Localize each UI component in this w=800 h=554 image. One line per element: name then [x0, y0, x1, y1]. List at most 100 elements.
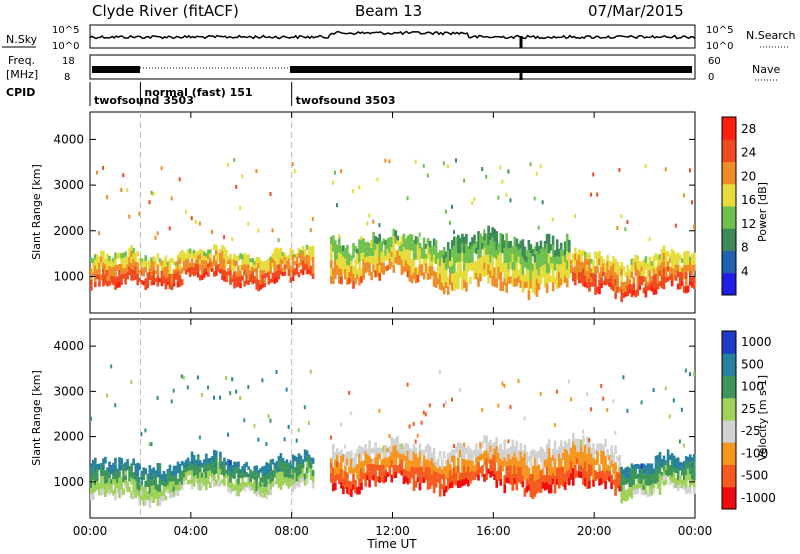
heatmap-cell: [418, 451, 422, 460]
heatmap-cell: [539, 258, 543, 267]
heatmap-cell: [356, 449, 359, 457]
heatmap-cell: [192, 476, 196, 482]
heatmap-cell: [194, 220, 197, 225]
heatmap-cell: [461, 458, 464, 466]
heatmap-cell: [307, 467, 311, 473]
heatmap-cell: [269, 278, 273, 283]
heatmap-cell: [442, 262, 446, 271]
heatmap-cell: [428, 453, 432, 461]
heatmap-cell: [432, 246, 436, 255]
heatmap-cell: [588, 252, 591, 259]
heatmap-cell: [630, 290, 634, 298]
heatmap-cell: [656, 475, 660, 482]
heatmap-cell: [287, 265, 291, 269]
heatmap-cell: [572, 450, 575, 460]
heatmap-cell: [428, 481, 432, 489]
heatmap-cell: [293, 472, 297, 479]
heatmap-cell: [620, 497, 624, 504]
heatmap-cell: [235, 389, 238, 394]
heatmap-cell: [267, 258, 271, 263]
heatmap-cell: [108, 270, 111, 276]
heatmap-cell: [255, 256, 259, 263]
heatmap-cell: [638, 285, 642, 290]
heatmap-cell: [378, 273, 382, 281]
heatmap-cell: [515, 278, 519, 286]
heatmap-cell: [118, 275, 121, 282]
heatmap-cell: [348, 265, 351, 272]
heatmap-cell: [451, 265, 454, 274]
heatmap-cell: [255, 481, 259, 487]
heatmap-cell: [213, 468, 216, 475]
heatmap-cell: [418, 467, 422, 475]
heatmap-cell: [691, 473, 694, 480]
heatmap-cell: [134, 261, 138, 267]
heatmap-cell: [682, 485, 686, 490]
heatmap-cell: [219, 480, 222, 487]
heatmap-cell: [102, 262, 105, 269]
heatmap-cell: [610, 275, 613, 281]
heatmap-cell: [182, 256, 186, 262]
heatmap-cell: [350, 260, 353, 267]
heatmap-cell: [616, 261, 620, 268]
heatmap-cell: [164, 272, 168, 279]
heatmap-cell: [632, 490, 636, 495]
heatmap-cell: [473, 449, 476, 458]
heatmap-cell: [479, 442, 482, 449]
heatmap-cell: [194, 471, 198, 476]
heatmap-cell: [152, 270, 156, 276]
heatmap-cell: [90, 268, 93, 275]
heatmap-cell: [283, 437, 286, 442]
heatmap-cell: [517, 455, 521, 461]
heatmap-cell: [275, 472, 279, 477]
heatmap-cell: [370, 247, 373, 256]
heatmap-cell: [100, 469, 103, 477]
heatmap-cell: [380, 246, 384, 252]
heatmap-cell: [364, 458, 367, 466]
heatmap-cell: [463, 245, 466, 254]
heatmap-cell: [689, 474, 692, 481]
heatmap-cell: [642, 276, 646, 282]
heatmap-cell: [219, 257, 222, 262]
heatmap-cell: [684, 272, 688, 280]
heatmap-cell: [537, 282, 541, 291]
heatmap-cell: [545, 474, 549, 482]
heatmap-cell: [449, 482, 452, 489]
heatmap-cell: [402, 233, 406, 241]
heatmap-cell: [237, 276, 240, 282]
heatmap-cell: [584, 444, 587, 453]
heatmap-cell: [531, 249, 535, 257]
heatmap-cell: [408, 448, 412, 454]
heatmap-cell: [547, 243, 551, 254]
heatmap-cell: [535, 287, 539, 297]
heatmap-cell: [505, 282, 509, 293]
heatmap-cell: [602, 272, 605, 277]
heatmap-cell: [144, 261, 148, 267]
heatmap-cell: [269, 477, 273, 484]
heatmap-cell: [211, 460, 214, 465]
heatmap-cell: [271, 458, 275, 465]
heatmap-cell: [446, 453, 450, 460]
heatmap-cell: [656, 468, 660, 476]
heatmap-cell: [269, 192, 272, 196]
heatmap-cell: [485, 268, 488, 276]
heatmap-cell: [299, 253, 303, 258]
heatmap-cell: [160, 265, 164, 271]
heatmap-cell: [400, 267, 404, 276]
heatmap-cell: [223, 246, 226, 253]
heatmap-cell: [275, 253, 279, 260]
heatmap-cell: [166, 489, 170, 493]
heatmap-cell: [410, 242, 414, 251]
heatmap-cell: [632, 283, 636, 290]
heatmap-cell: [408, 265, 412, 274]
heatmap-cell: [499, 233, 503, 243]
heatmap-cell: [465, 272, 468, 282]
heatmap-cell: [513, 253, 517, 262]
heatmap-cell: [676, 462, 680, 469]
heatmap-cell: [190, 216, 193, 221]
heatmap-cell: [644, 283, 648, 291]
heatmap-cell: [622, 375, 625, 380]
heatmap-cell: [495, 278, 499, 288]
heatmap-cell: [162, 275, 166, 280]
heatmap-cell: [533, 270, 537, 279]
heatmap-cell: [420, 270, 424, 276]
